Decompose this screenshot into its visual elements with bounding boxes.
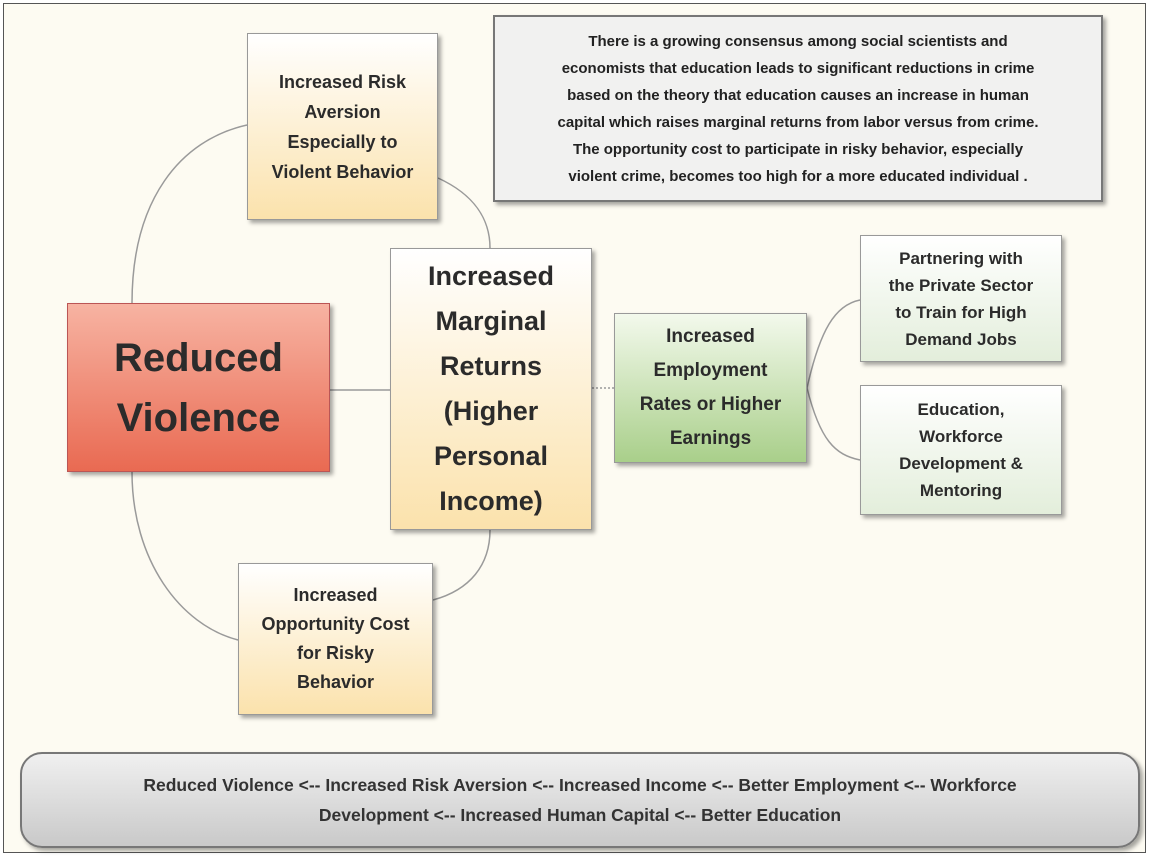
node-text: the Private Sector [888, 275, 1034, 295]
node-text: Increased [293, 585, 378, 605]
node-text: Behavior [296, 672, 375, 692]
node-text: Income) [439, 486, 543, 516]
node-text: Earnings [669, 428, 752, 449]
node-text: Personal [433, 441, 549, 471]
note-text: violent crime, becomes too high for a mo… [568, 167, 1028, 185]
node-marginal-returns: Increased Marginal Returns (Higher Perso… [390, 248, 592, 530]
node-text: for Risky [296, 643, 375, 663]
connector [437, 177, 491, 249]
note-box: There is a growing consensus among socia… [493, 15, 1103, 202]
node-text: Demand Jobs [905, 329, 1017, 349]
node-text: Rates or Higher [639, 394, 782, 415]
summary-text: Development <-- Increased Human Capital … [318, 805, 842, 825]
summary-text: Reduced Violence <-- Increased Risk Aver… [143, 775, 1017, 795]
node-text: Development & [899, 454, 1023, 473]
node-text: Increased [666, 326, 755, 347]
connector [131, 471, 239, 641]
node-text: Especially to [287, 131, 398, 152]
node-text: Employment [653, 360, 768, 381]
node-text: Increased [427, 261, 555, 291]
node-text: Violent Behavior [271, 161, 414, 182]
note-text: The opportunity cost to participate in r… [572, 140, 1024, 158]
node-employment: Increased Employment Rates or Higher Ear… [614, 313, 807, 463]
node-text: Marginal [435, 306, 547, 336]
node-opportunity-cost: Increased Opportunity Cost for Risky Beh… [238, 563, 433, 715]
connector [806, 387, 861, 461]
node-text: to Train for High [895, 302, 1027, 322]
node-partnering: Partnering with the Private Sector to Tr… [860, 235, 1062, 362]
note-text: economists that education leads to signi… [561, 59, 1035, 77]
note-text: capital which raises marginal returns fr… [557, 113, 1039, 131]
node-text: (Higher [443, 396, 539, 426]
node-reduced-violence: Reduced Violence [67, 303, 330, 472]
node-text: Education, [917, 400, 1005, 419]
connector [432, 529, 491, 601]
node-text: Returns [439, 351, 542, 381]
node-text: Violence [116, 395, 281, 440]
node-text: Mentoring [919, 481, 1003, 500]
node-text: Increased Risk [278, 71, 407, 92]
connector [131, 124, 248, 304]
node-text: Partnering with [899, 248, 1023, 268]
connector [806, 299, 861, 389]
node-risk-aversion: Increased Risk Aversion Especially to Vi… [247, 33, 438, 220]
node-text: Aversion [304, 101, 381, 122]
note-text: based on the theory that education cause… [567, 86, 1029, 104]
summary-bar: Reduced Violence <-- Increased Risk Aver… [20, 752, 1140, 848]
node-text: Reduced [114, 335, 283, 380]
node-text: Opportunity Cost [261, 614, 410, 634]
note-text: There is a growing consensus among socia… [588, 32, 1008, 50]
node-text: Workforce [919, 427, 1003, 446]
node-education: Education, Workforce Development & Mento… [860, 385, 1062, 515]
